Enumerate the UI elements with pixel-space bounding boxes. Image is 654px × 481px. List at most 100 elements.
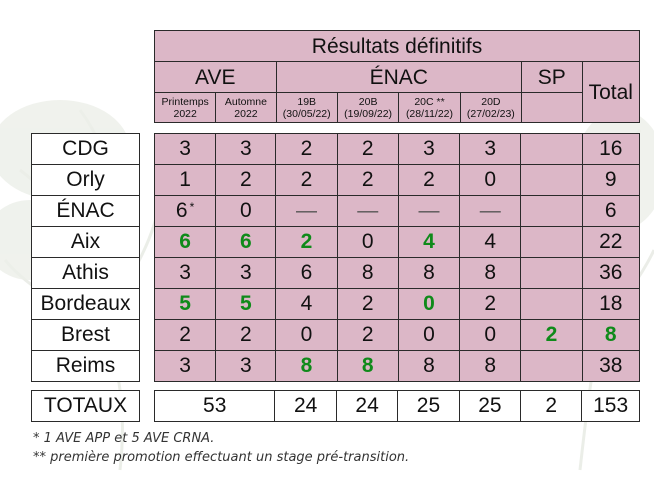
sub-column-header-line2: (30/05/22) — [282, 107, 331, 120]
table-cell: 0 — [275, 319, 338, 351]
table-cell: 2 — [275, 226, 338, 258]
table-cell: 5 — [153, 288, 217, 320]
cell-value: 18 — [599, 292, 623, 315]
totals-row: 53 24 24 25 25 2 153 — [153, 390, 640, 422]
cell-value: 8 — [423, 354, 435, 377]
row-total-cell: 38 — [581, 350, 641, 382]
table-cell — [520, 257, 583, 289]
table-cell: 6 * — [153, 195, 217, 227]
cell-value: 8 — [300, 354, 313, 377]
row-label: Brest — [31, 319, 140, 351]
sub-column-header-line1: Automne — [224, 95, 267, 108]
totals-label: TOTAUX — [31, 390, 140, 422]
cell-value: 2 — [179, 323, 191, 346]
cell-value: 3 — [423, 137, 435, 160]
cell-value: 6 — [175, 199, 188, 222]
table-cell: 3 — [153, 257, 217, 289]
cell-value: 8 — [423, 261, 435, 284]
cell-value: 2 — [545, 323, 558, 346]
totals-label-box: TOTAUX — [31, 390, 140, 422]
sub-column-header: 19B (30/05/22) — [275, 92, 338, 123]
group-header-sp: SP — [521, 61, 583, 93]
cell-value: 6 — [604, 199, 617, 222]
footnote-marker: * — [189, 200, 195, 214]
table-cell: — — [459, 195, 522, 227]
group-header-ave: AVE — [154, 61, 277, 93]
sub-column-header-line1: 20D — [481, 95, 501, 108]
table-cell — [520, 164, 583, 196]
cell-value: 8 — [484, 354, 497, 377]
table-cell: 2 — [459, 288, 522, 320]
table-cell: 2 — [215, 319, 277, 351]
cell-value: 2 — [300, 137, 313, 160]
cell-value: 2 — [361, 292, 374, 315]
row-label: Athis — [31, 257, 140, 289]
table-cell: 8 — [459, 350, 522, 382]
cell-value: 3 — [179, 261, 191, 284]
cell-value: 3 — [179, 354, 191, 377]
sub-column-header-line2: (27/02/23) — [466, 107, 515, 120]
table-cell: 0 — [397, 288, 461, 320]
table-row: 3 3 2 2 3 3 16 — [153, 133, 641, 165]
cell-value: 2 — [300, 230, 313, 253]
table-cell: 4 — [459, 226, 522, 258]
row-labels: CDG Orly ÉNAC Aix Athis Bordeaux Brest Reims — [31, 133, 140, 382]
row-label: Bordeaux — [31, 288, 140, 320]
table-row: 6 * 0— — — —6 — [153, 195, 641, 227]
table-row: 1 2 2 2 2 0 9 — [153, 164, 641, 196]
table-cell — [520, 133, 583, 165]
table-cell — [520, 350, 583, 382]
cell-value: — — [357, 199, 379, 222]
row-label: Aix — [31, 226, 140, 258]
total-cell: 2 — [520, 390, 583, 422]
table-cell: 8 — [459, 257, 522, 289]
cell-value: 8 — [361, 261, 374, 284]
cell-value: 6 — [239, 230, 252, 253]
table-cell: 2 — [397, 164, 461, 196]
table-cell: 8 — [336, 350, 399, 382]
table-cell — [520, 226, 583, 258]
sub-column-header-line1: Printemps — [161, 95, 209, 108]
row-total-cell: 36 — [581, 257, 641, 289]
row-label: Orly — [31, 164, 140, 196]
sub-column-header: 20D (27/02/23) — [459, 92, 523, 123]
cell-value: 22 — [599, 230, 623, 253]
sub-column-header: 20C ** (28/11/22) — [398, 92, 461, 123]
table-cell: 0 — [459, 164, 522, 196]
cell-value: 2 — [361, 323, 374, 346]
cell-value: 0 — [239, 199, 252, 222]
table-cell — [520, 195, 583, 227]
row-total-cell: 22 — [581, 226, 641, 258]
table-cell: — — [336, 195, 399, 227]
table-cell: 8 — [397, 350, 461, 382]
cell-value: 0 — [484, 323, 497, 346]
table-row: 6 6 2 0 4 4 22 — [153, 226, 641, 258]
table-row: 3 3 8 8 8 8 38 — [153, 350, 641, 382]
cell-value: 4 — [300, 292, 313, 315]
table-cell: 0 — [215, 195, 277, 227]
table-cell: 8 — [336, 257, 399, 289]
cell-value: 1 — [179, 168, 191, 191]
table-cell: 3 — [153, 133, 217, 165]
sub-column-header-line1: 19B — [297, 95, 317, 108]
cell-value: 3 — [179, 137, 191, 160]
table-cell: 0 — [459, 319, 522, 351]
cell-value: — — [418, 199, 440, 222]
table-row: 5 5 4 2 0 2 18 — [153, 288, 641, 320]
cell-value: 0 — [300, 323, 313, 346]
table-cell: 2 — [153, 319, 217, 351]
sub-column-headers: Printemps 2022 Automne 2022 19B (30/05/22) 20B… — [153, 92, 640, 123]
cell-value: 2 — [423, 168, 435, 191]
total-cell: 24 — [274, 390, 337, 422]
cell-value: 0 — [361, 230, 374, 253]
table-cell: 6 — [215, 226, 277, 258]
sub-column-header-line1: 20B — [358, 95, 378, 108]
table-cell: 8 — [397, 257, 461, 289]
table-cell: 2 — [336, 164, 399, 196]
cell-value: 4 — [423, 230, 435, 253]
total-cell: 25 — [458, 390, 522, 422]
row-total-cell: 16 — [581, 133, 641, 165]
table-cell: 3 — [397, 133, 461, 165]
table-cell: 2 — [520, 319, 583, 351]
sub-column-header-line2: 2022 — [234, 107, 258, 120]
